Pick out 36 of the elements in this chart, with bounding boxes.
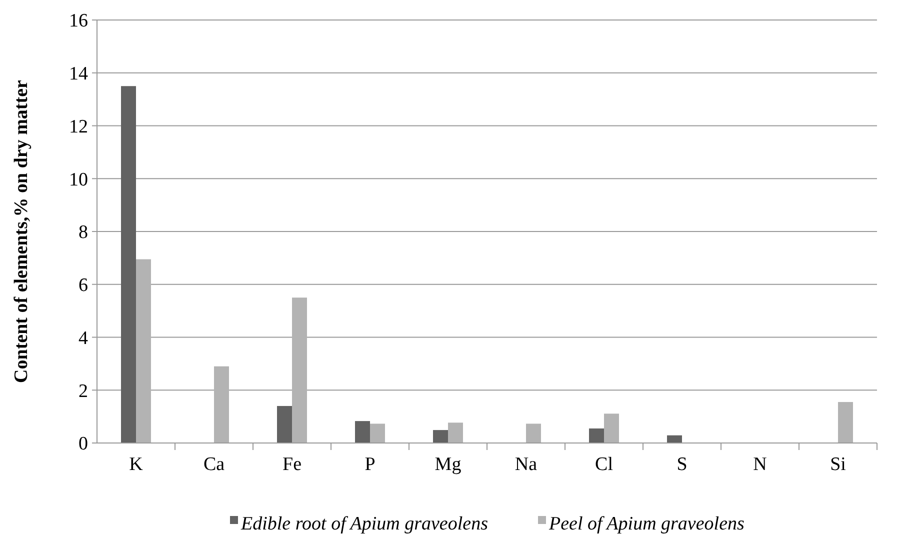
bar [667,435,682,443]
bar [370,424,385,443]
y-tick-label: 12 [69,116,88,138]
x-tick-label: Na [514,454,538,475]
y-tick-label: 4 [78,328,88,349]
legend-label: Peel of Apium graveolens [548,514,744,535]
x-tick-label: Mg [434,454,462,475]
y-tick-label: 2 [78,380,88,402]
x-tick-label: Ca [203,454,226,475]
y-tick-label: 14 [69,64,88,85]
x-tick-label: Si [830,454,846,475]
x-tick-label: Cl [595,454,613,475]
y-axis-title: Content of elements,% on dry matter [11,80,32,383]
bar [121,86,136,443]
bar [604,414,619,443]
bar [838,402,853,443]
bar [526,424,541,443]
bar [292,298,307,443]
bar [433,430,448,443]
x-tick-label: P [364,454,376,475]
bar [448,422,463,443]
legend-label: Edible root of Apium graveolens [240,514,488,535]
bar [589,428,604,443]
y-tick-label: 6 [78,275,88,296]
y-tick-label: 8 [78,222,88,244]
y-tick-label: 0 [78,434,88,455]
y-tick-label: 10 [69,169,88,190]
bar [277,406,292,443]
x-tick-label: N [753,454,768,475]
bar [355,421,370,443]
x-tick-label: S [676,454,688,475]
bar [214,366,229,443]
y-tick-label: 16 [69,10,88,32]
x-tick-label: K [129,454,144,475]
x-tick-label: Fe [282,454,302,475]
bar [136,259,151,443]
